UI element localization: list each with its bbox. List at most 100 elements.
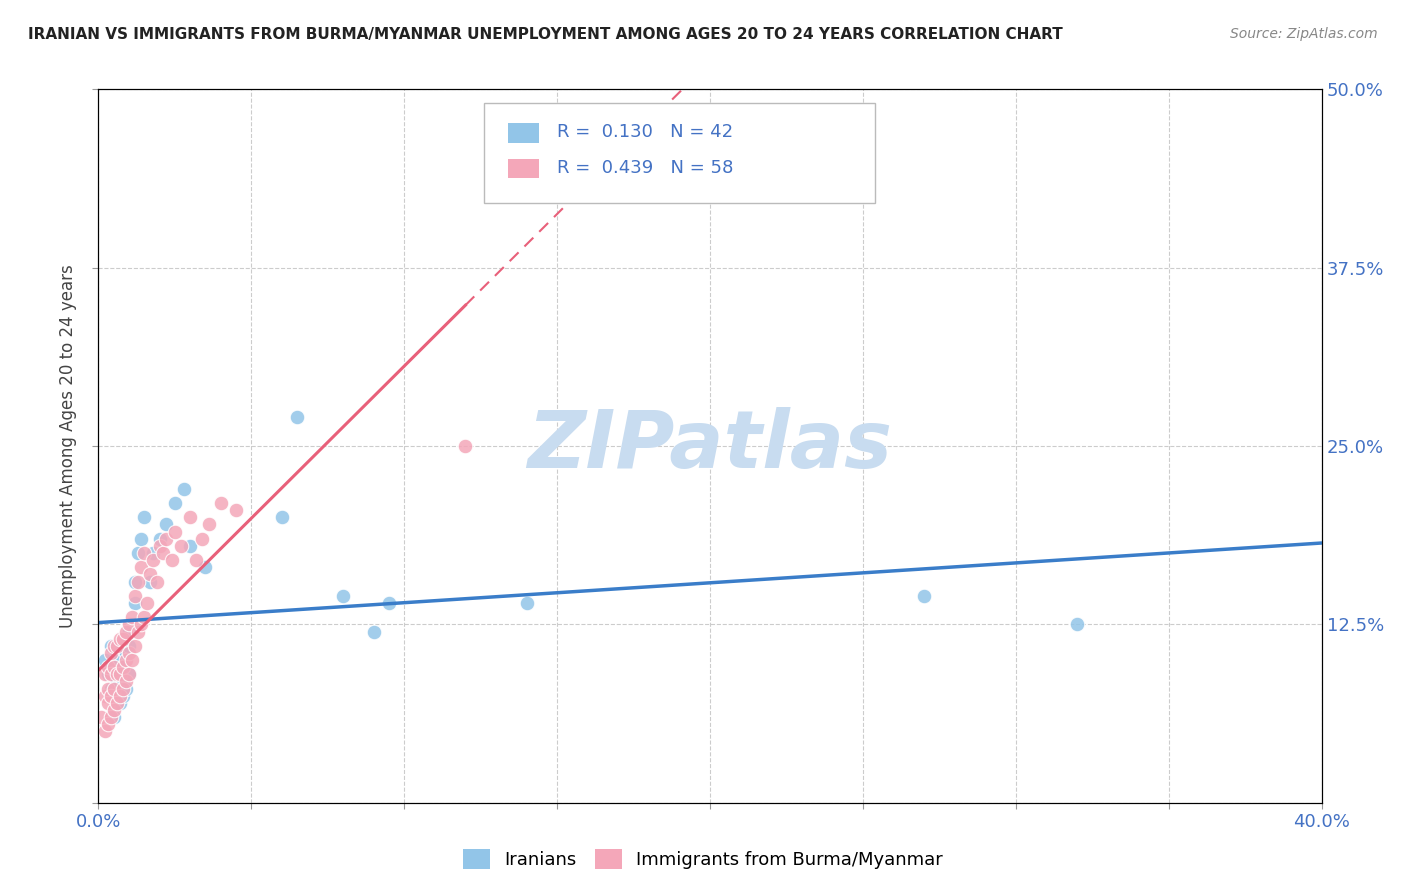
Point bbox=[100, 646, 122, 660]
FancyBboxPatch shape bbox=[508, 123, 538, 143]
Point bbox=[270, 510, 292, 524]
Point bbox=[105, 646, 128, 660]
FancyBboxPatch shape bbox=[484, 103, 875, 203]
Point bbox=[108, 689, 131, 703]
Point bbox=[97, 681, 120, 696]
Text: R =  0.130   N = 42: R = 0.130 N = 42 bbox=[557, 123, 734, 141]
Point bbox=[127, 624, 149, 639]
Point bbox=[145, 574, 167, 589]
Point bbox=[129, 617, 152, 632]
Point bbox=[163, 496, 186, 510]
Point bbox=[108, 667, 131, 681]
Point bbox=[118, 624, 141, 639]
Point bbox=[97, 696, 120, 710]
Point bbox=[454, 439, 477, 453]
Point bbox=[93, 653, 115, 667]
Point bbox=[1066, 617, 1088, 632]
Point bbox=[194, 560, 217, 574]
Point bbox=[111, 689, 134, 703]
Point bbox=[111, 660, 134, 674]
Point bbox=[134, 610, 156, 624]
Point bbox=[100, 689, 122, 703]
Point bbox=[209, 496, 232, 510]
Point bbox=[100, 710, 122, 724]
Point bbox=[103, 710, 125, 724]
Point bbox=[152, 546, 174, 560]
Point bbox=[100, 639, 122, 653]
Point bbox=[160, 553, 183, 567]
Point bbox=[115, 674, 138, 689]
Point bbox=[93, 689, 115, 703]
Point bbox=[115, 624, 138, 639]
Point bbox=[121, 653, 143, 667]
Point bbox=[163, 524, 186, 539]
Point bbox=[97, 667, 120, 681]
Point bbox=[127, 546, 149, 560]
Point bbox=[285, 410, 308, 425]
Point bbox=[118, 646, 141, 660]
Point bbox=[108, 653, 131, 667]
Point bbox=[111, 674, 134, 689]
Point bbox=[90, 710, 112, 724]
Point bbox=[191, 532, 214, 546]
Point bbox=[139, 567, 162, 582]
Point bbox=[97, 660, 120, 674]
Point bbox=[118, 617, 141, 632]
Point bbox=[170, 539, 193, 553]
Text: IRANIAN VS IMMIGRANTS FROM BURMA/MYANMAR UNEMPLOYMENT AMONG AGES 20 TO 24 YEARS : IRANIAN VS IMMIGRANTS FROM BURMA/MYANMAR… bbox=[28, 27, 1063, 42]
Point bbox=[105, 696, 128, 710]
Point bbox=[105, 674, 128, 689]
Point bbox=[118, 639, 141, 653]
Point bbox=[129, 532, 152, 546]
FancyBboxPatch shape bbox=[508, 159, 538, 178]
Point bbox=[115, 653, 138, 667]
Point bbox=[197, 517, 219, 532]
Point bbox=[121, 610, 143, 624]
Point bbox=[912, 589, 935, 603]
Y-axis label: Unemployment Among Ages 20 to 24 years: Unemployment Among Ages 20 to 24 years bbox=[59, 264, 77, 628]
Point bbox=[115, 646, 138, 660]
Point bbox=[105, 696, 128, 710]
Point bbox=[111, 660, 134, 674]
Point bbox=[108, 667, 131, 681]
Point bbox=[93, 724, 115, 739]
Point bbox=[136, 596, 159, 610]
Point bbox=[124, 639, 146, 653]
Point bbox=[142, 546, 165, 560]
Point bbox=[97, 717, 120, 731]
Point bbox=[100, 667, 122, 681]
Point bbox=[118, 667, 141, 681]
Point bbox=[134, 546, 156, 560]
Point bbox=[186, 553, 208, 567]
Point bbox=[105, 639, 128, 653]
Point bbox=[93, 667, 115, 681]
Point bbox=[134, 510, 156, 524]
Point bbox=[118, 667, 141, 681]
Point bbox=[129, 560, 152, 574]
Point bbox=[155, 517, 177, 532]
Point bbox=[363, 624, 385, 639]
Legend: Iranians, Immigrants from Burma/Myanmar: Iranians, Immigrants from Burma/Myanmar bbox=[454, 839, 952, 879]
Point bbox=[127, 574, 149, 589]
Point bbox=[225, 503, 247, 517]
Point bbox=[108, 632, 131, 646]
Point bbox=[100, 681, 122, 696]
Point bbox=[124, 574, 146, 589]
Point bbox=[173, 482, 195, 496]
Point bbox=[516, 596, 538, 610]
Point bbox=[105, 667, 128, 681]
Text: ZIPatlas: ZIPatlas bbox=[527, 407, 893, 485]
Point bbox=[142, 553, 165, 567]
Point bbox=[103, 660, 125, 674]
Point bbox=[179, 539, 201, 553]
Point bbox=[378, 596, 401, 610]
Point bbox=[149, 539, 172, 553]
Point bbox=[124, 589, 146, 603]
Point bbox=[111, 632, 134, 646]
Point bbox=[179, 510, 201, 524]
Point bbox=[155, 532, 177, 546]
Point bbox=[149, 532, 172, 546]
Point bbox=[139, 574, 162, 589]
Point bbox=[103, 703, 125, 717]
Point bbox=[111, 681, 134, 696]
